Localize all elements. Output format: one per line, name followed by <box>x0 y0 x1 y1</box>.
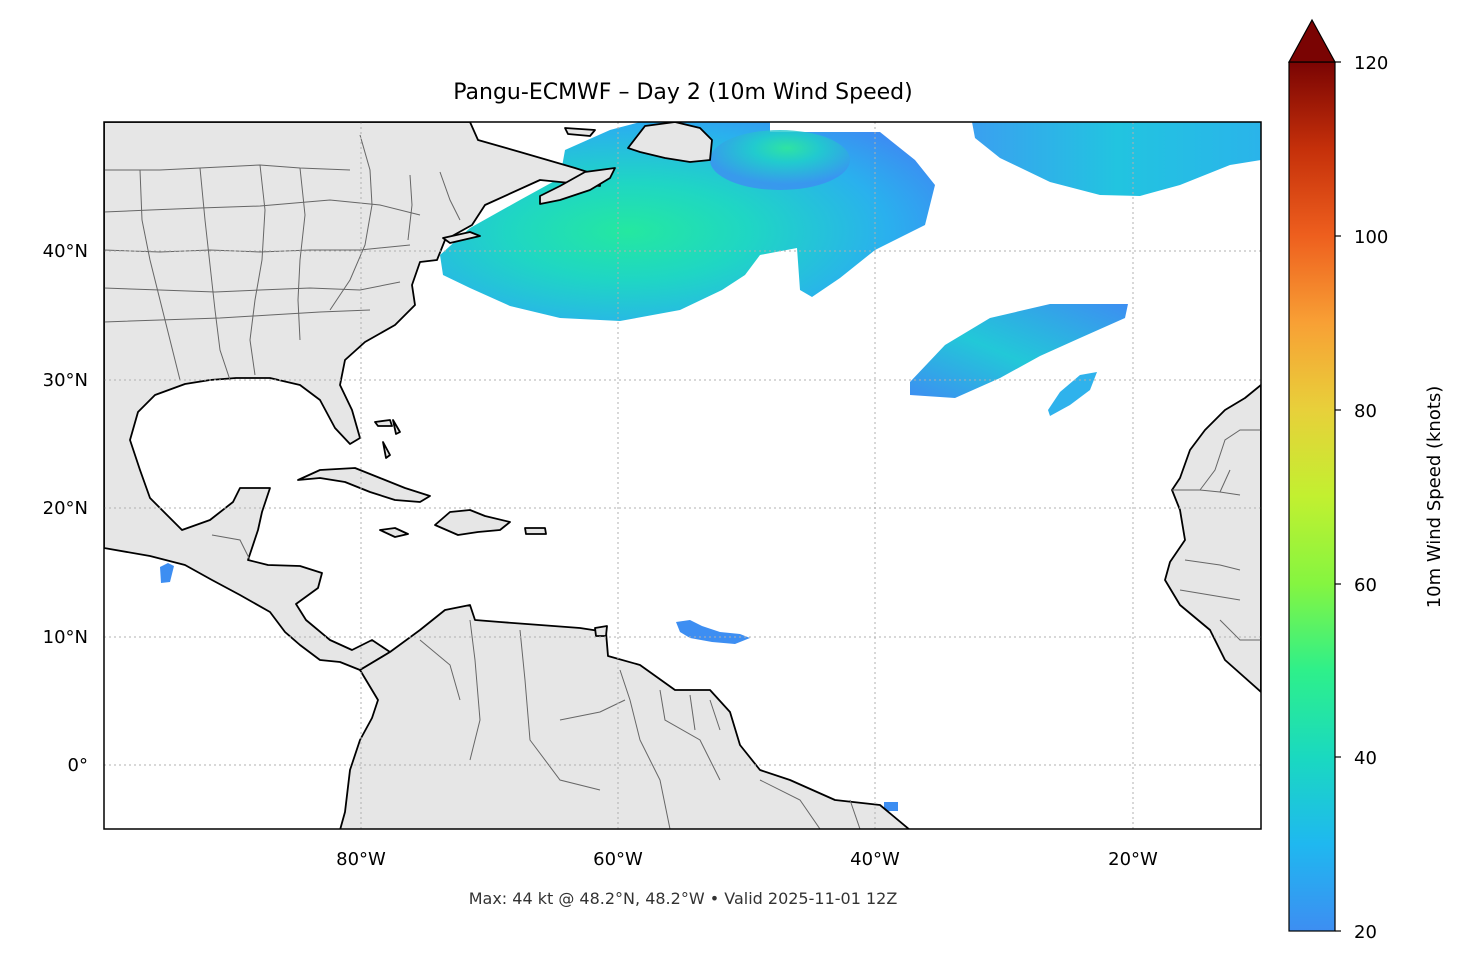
lat-tick-30: 30°N <box>43 370 88 391</box>
colorbar-tick-60: 60 <box>1354 575 1377 596</box>
lat-ticks: 40°N 30°N 20°N 10°N 0° <box>43 241 88 776</box>
colorbar-gradient <box>1288 61 1336 932</box>
wind-region-subtropical-band <box>910 304 1128 398</box>
newfoundland-north <box>564 127 596 137</box>
colorbar-tick-80: 80 <box>1354 401 1377 422</box>
wind-region-small-patch-2 <box>676 620 750 644</box>
trinidad <box>594 625 608 637</box>
land <box>104 122 1261 829</box>
north-america <box>104 122 601 671</box>
south-america <box>339 604 911 829</box>
wind-region-small-patch-1 <box>1048 372 1097 416</box>
lon-tick-20w: 20°W <box>1108 849 1158 870</box>
map-frame <box>103 121 1262 830</box>
bahamas-3 <box>392 419 401 435</box>
colorbar-extend-arrow <box>1287 18 1337 63</box>
colorbar: 20 40 60 80 100 120 10m Wind Speed (knot… <box>1287 18 1445 943</box>
newfoundland <box>627 122 713 163</box>
wind-region-small-patch-3 <box>160 563 174 583</box>
chart-title: Pangu-ECMWF – Day 2 (10m Wind Speed) <box>453 80 912 105</box>
map-panel <box>104 122 1261 829</box>
lon-tick-60w: 60°W <box>593 849 643 870</box>
colorbar-tick-120: 120 <box>1354 53 1388 74</box>
political-borders <box>104 134 1261 829</box>
lat-tick-20: 20°N <box>43 498 88 519</box>
africa <box>1164 384 1261 693</box>
colorbar-tick-100: 100 <box>1354 227 1388 248</box>
bahamas-2 <box>382 441 391 459</box>
hispaniola <box>434 509 511 536</box>
colorbar-label: 10m Wind Speed (knots) <box>1424 386 1445 609</box>
jamaica <box>379 527 409 538</box>
puerto-rico <box>524 527 547 535</box>
wind-region-north-atlantic-jet <box>972 122 1261 196</box>
colorbar-tick-40: 40 <box>1354 748 1377 769</box>
cuba <box>297 467 431 503</box>
lat-tick-10: 10°N <box>43 627 88 648</box>
nova-scotia <box>539 167 616 205</box>
lon-tick-80w: 80°W <box>336 849 386 870</box>
long-island <box>442 231 481 244</box>
lat-tick-40: 40°N <box>43 241 88 262</box>
lon-ticks: 80°W 60°W 40°W 20°W <box>336 849 1158 870</box>
colorbar-tick-20: 20 <box>1354 922 1377 943</box>
lon-tick-40w: 40°W <box>850 849 900 870</box>
bahamas-1 <box>374 419 393 427</box>
footer-caption: Max: 44 kt @ 48.2°N, 48.2°W • Valid 2025… <box>469 889 898 908</box>
lat-tick-0: 0° <box>68 755 88 776</box>
